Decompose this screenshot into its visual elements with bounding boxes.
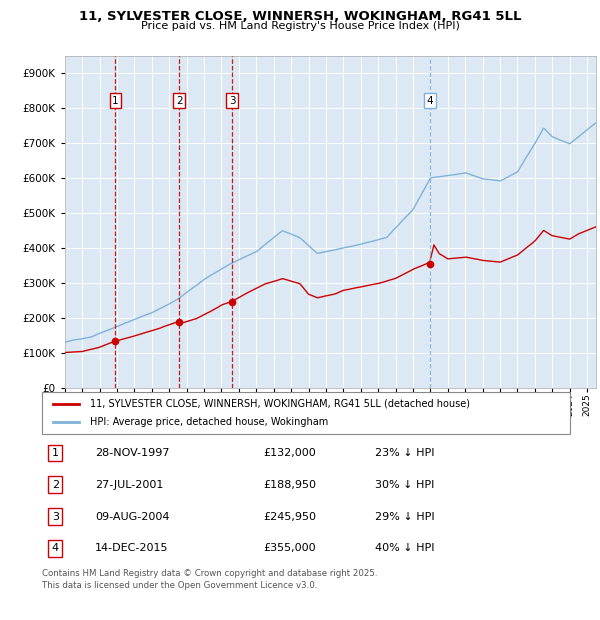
Text: 11, SYLVESTER CLOSE, WINNERSH, WOKINGHAM, RG41 5LL (detached house): 11, SYLVESTER CLOSE, WINNERSH, WOKINGHAM… xyxy=(89,399,470,409)
Text: 2: 2 xyxy=(176,95,182,105)
Text: 27-JUL-2001: 27-JUL-2001 xyxy=(95,480,163,490)
Text: 1: 1 xyxy=(112,95,119,105)
Text: £188,950: £188,950 xyxy=(264,480,317,490)
Text: 09-AUG-2004: 09-AUG-2004 xyxy=(95,512,169,521)
Text: £132,000: £132,000 xyxy=(264,448,317,458)
Text: This data is licensed under the Open Government Licence v3.0.: This data is licensed under the Open Gov… xyxy=(42,581,317,590)
Text: 14-DEC-2015: 14-DEC-2015 xyxy=(95,543,168,553)
Text: 40% ↓ HPI: 40% ↓ HPI xyxy=(374,543,434,553)
Text: £245,950: £245,950 xyxy=(264,512,317,521)
Text: 4: 4 xyxy=(52,543,59,553)
Text: 2: 2 xyxy=(52,480,59,490)
Text: £355,000: £355,000 xyxy=(264,543,316,553)
Text: HPI: Average price, detached house, Wokingham: HPI: Average price, detached house, Woki… xyxy=(89,417,328,427)
Text: 29% ↓ HPI: 29% ↓ HPI xyxy=(374,512,434,521)
Text: 23% ↓ HPI: 23% ↓ HPI xyxy=(374,448,434,458)
Text: 3: 3 xyxy=(52,512,59,521)
Text: Contains HM Land Registry data © Crown copyright and database right 2025.: Contains HM Land Registry data © Crown c… xyxy=(42,569,377,578)
Text: 28-NOV-1997: 28-NOV-1997 xyxy=(95,448,169,458)
Text: 3: 3 xyxy=(229,95,235,105)
Text: Price paid vs. HM Land Registry's House Price Index (HPI): Price paid vs. HM Land Registry's House … xyxy=(140,21,460,31)
Text: 1: 1 xyxy=(52,448,59,458)
Text: 11, SYLVESTER CLOSE, WINNERSH, WOKINGHAM, RG41 5LL: 11, SYLVESTER CLOSE, WINNERSH, WOKINGHAM… xyxy=(79,10,521,23)
Text: 30% ↓ HPI: 30% ↓ HPI xyxy=(374,480,434,490)
Text: 4: 4 xyxy=(427,95,433,105)
